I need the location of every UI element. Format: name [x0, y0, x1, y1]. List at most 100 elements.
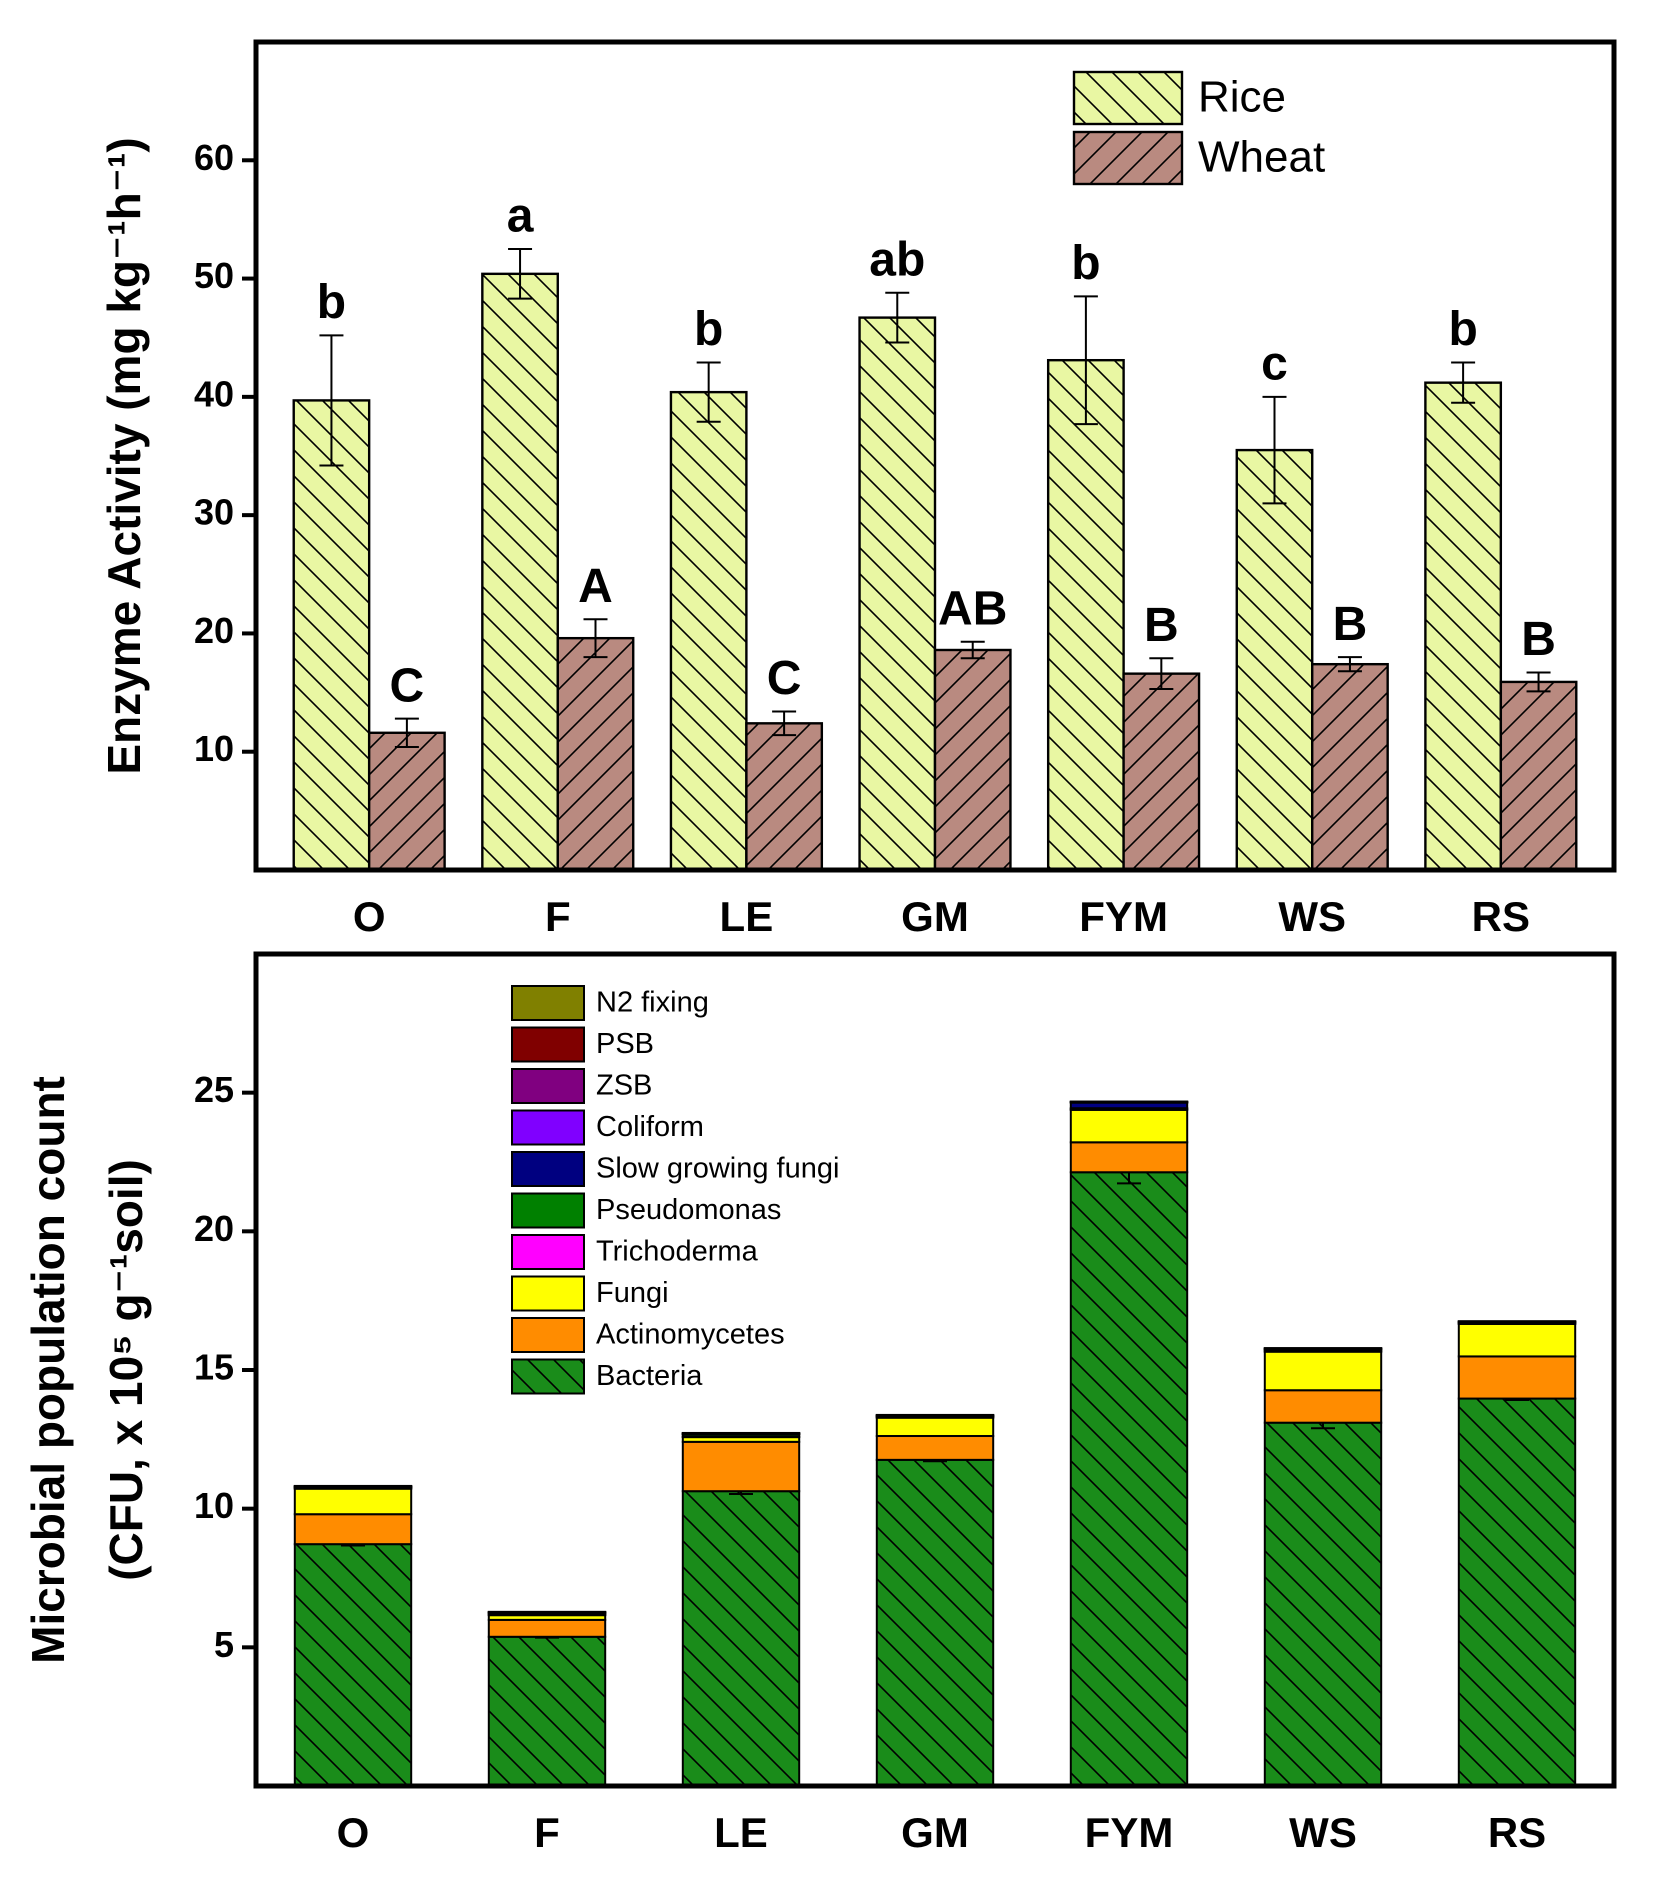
bar [556, 636, 635, 872]
legend-label: Actinomycetes [596, 1319, 785, 1351]
y-tick-label: 60 [194, 137, 234, 178]
bar [1235, 448, 1314, 872]
x-tick-label: F [534, 1809, 560, 1856]
bar [1424, 381, 1503, 872]
error-bar [1337, 656, 1362, 673]
plot-frame [253, 951, 1617, 1789]
bar-segment [487, 1635, 607, 1788]
error-bar [583, 618, 608, 659]
bar [481, 272, 559, 872]
bar-segment [875, 1458, 995, 1787]
error-bar [1451, 361, 1476, 404]
bar [1499, 680, 1578, 872]
legend-label: Slow growing fungi [596, 1153, 839, 1185]
y-tick-label: 20 [194, 610, 234, 651]
x-tick-label: RS [1472, 893, 1530, 940]
y-tick-label: 15 [194, 1347, 234, 1388]
x-tick-label: GM [901, 1809, 969, 1856]
bar [669, 390, 748, 872]
legend-label: N2 fixing [596, 987, 709, 1019]
bar-segment [1069, 1108, 1189, 1144]
significance-letter: b [1071, 237, 1100, 290]
bar-segment [681, 1490, 801, 1788]
y-axis-label: (CFU, x 10⁵ g⁻¹soil) [100, 1159, 152, 1581]
legend-label: ZSB [596, 1070, 652, 1102]
x-tick-label: FYM [1085, 1809, 1174, 1856]
y-tick-label: 10 [194, 728, 234, 769]
legend-label: Fungi [596, 1277, 669, 1309]
bar [1122, 672, 1201, 872]
error-bar [508, 248, 533, 300]
x-tick-label: WS [1278, 893, 1346, 940]
error-bar [885, 291, 910, 344]
legend-swatch [511, 1151, 585, 1187]
error-bar [1149, 657, 1174, 691]
x-tick-label: O [337, 1809, 370, 1856]
legend-swatch [511, 1026, 585, 1063]
legend-swatch [511, 1275, 585, 1312]
error-bar [1526, 671, 1551, 693]
legend-label: PSB [596, 1028, 654, 1060]
x-tick-label: RS [1488, 1809, 1546, 1856]
bar-segment [293, 1513, 413, 1546]
bar [933, 648, 1012, 872]
bar [367, 731, 446, 872]
legend-label: Trichoderma [596, 1236, 759, 1268]
x-tick-label: FYM [1079, 893, 1168, 940]
bar [858, 316, 937, 872]
x-tick-label: O [353, 893, 386, 940]
significance-letter: A [578, 560, 613, 613]
error-bar [1073, 295, 1098, 426]
bar-segment [1263, 1421, 1383, 1788]
x-tick-label: WS [1289, 1809, 1357, 1856]
legend-swatch [511, 1234, 585, 1270]
error-bar [319, 334, 344, 467]
significance-letter: B [1521, 613, 1556, 666]
x-tick-label: LE [714, 1809, 768, 1856]
x-tick-label: F [545, 893, 571, 940]
legend-label: Coliform [596, 1111, 704, 1143]
error-bar [960, 640, 985, 660]
bar-segment [1457, 1355, 1577, 1400]
bar-segment [1457, 1397, 1577, 1787]
significance-letter: b [694, 303, 723, 356]
error-bar [696, 361, 721, 423]
error-bar [772, 710, 797, 737]
bar-segment [293, 1487, 413, 1516]
legend-swatch [511, 985, 585, 1021]
significance-letter: b [317, 276, 346, 329]
bar [1046, 358, 1125, 872]
bar-segment [1263, 1389, 1383, 1424]
significance-letter: c [1261, 338, 1288, 391]
bar-segment [293, 1543, 413, 1787]
legend-label: Wheat [1198, 133, 1325, 182]
y-tick-label: 25 [194, 1069, 234, 1110]
significance-letter: C [390, 659, 425, 712]
y-tick-label: 30 [194, 492, 234, 533]
x-tick-label: GM [901, 893, 969, 940]
significance-letter: B [1333, 598, 1368, 651]
legend-swatch [511, 1192, 585, 1229]
significance-letter: B [1144, 599, 1179, 652]
y-tick-label: 40 [194, 373, 234, 414]
y-tick-label: 10 [194, 1485, 234, 1526]
bar-segment [1069, 1171, 1189, 1787]
y-tick-label: 50 [194, 255, 234, 296]
error-bar [1262, 395, 1287, 505]
significance-letter: b [1448, 303, 1477, 356]
y-axis-label: Microbial population count [22, 1076, 74, 1664]
bar [292, 399, 371, 872]
bar [745, 722, 824, 872]
y-tick-label: 5 [214, 1624, 234, 1665]
bar-segment [1457, 1322, 1577, 1358]
significance-letter: ab [869, 233, 925, 286]
x-tick-label: LE [720, 893, 774, 940]
y-axis-label: Enzyme Activity (mg kg⁻¹h⁻¹) [98, 137, 150, 774]
bar [1311, 662, 1389, 872]
legend-label: Pseudomonas [596, 1194, 781, 1226]
legend-swatch [511, 1068, 585, 1104]
plot-frame [253, 39, 1617, 873]
legend-swatch [511, 1358, 585, 1395]
significance-letter: a [507, 190, 534, 243]
